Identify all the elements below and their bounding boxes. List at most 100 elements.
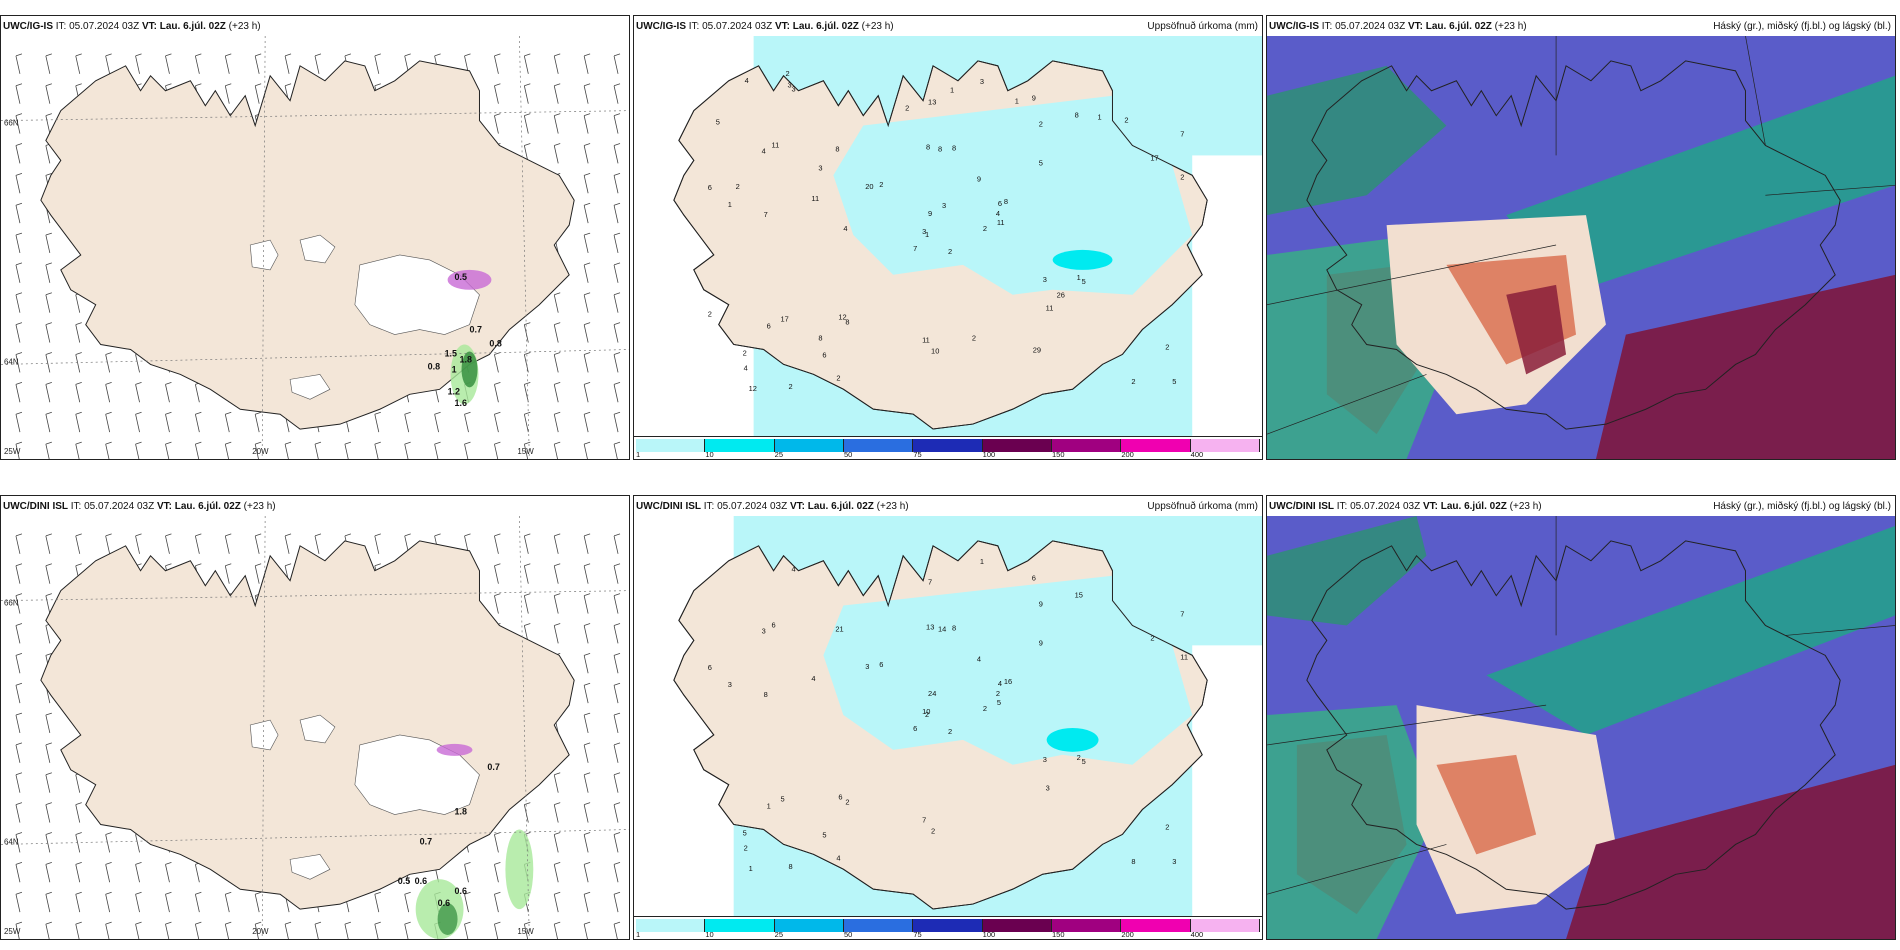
wind-barb	[75, 53, 82, 74]
wind-barb	[224, 53, 232, 74]
wind-barb	[553, 891, 561, 913]
wind-barb	[464, 411, 471, 433]
panel-header: UWC/DINI ISL IT: 05.07.2024 03Z VT: Lau.…	[1269, 499, 1891, 515]
precip-legend: 1 10 25 50 75 100 150 200 400	[634, 436, 1262, 459]
precip-amount-label: 0.7	[420, 836, 432, 846]
precip-amount-label: 1.8	[455, 807, 467, 817]
precip-amount-label: 0.8	[428, 361, 440, 371]
legend-tick-label: 150	[1052, 450, 1065, 459]
issue-time: IT: 05.07.2024 03Z	[70, 501, 155, 512]
panel-header: UWC/IG-IS IT: 05.07.2024 03Z VT: Lau. 6.…	[1269, 19, 1891, 35]
precip-amount-label: 0.6	[438, 898, 450, 908]
wind-barb	[75, 861, 82, 883]
wind-barb	[224, 441, 232, 459]
precip-over-land	[823, 575, 1193, 765]
graticule-lines	[1267, 36, 1895, 435]
precip-over-land	[833, 95, 1193, 295]
wind-barb	[15, 262, 23, 283]
map-area[interactable]: 2 4 1 2 6 8 9 8 2 2 3 5 7 7 7 5 2 8 9 17 2 4 6 8 8 5 11 13 1 3 2 3 11 9 8 8…	[634, 36, 1262, 437]
wind-barb	[165, 533, 172, 554]
wind-barb	[523, 563, 531, 584]
wind-barb	[45, 891, 52, 913]
precip-value: 2	[925, 710, 929, 719]
legend-tick-label: 1	[636, 930, 641, 939]
low-cloud-dense	[1506, 284, 1567, 375]
precip-value: 4	[745, 76, 749, 85]
precip-value: 2	[879, 180, 883, 189]
wind-barb	[15, 441, 23, 459]
coastline	[673, 60, 1208, 430]
lead-time: (+23 h)	[243, 501, 276, 512]
wind-barb	[464, 861, 471, 883]
precip-value: 7	[928, 578, 932, 587]
wind-barb	[494, 352, 501, 373]
myrdalsjokull-glacier	[289, 854, 331, 880]
wind-barb	[194, 381, 202, 403]
map-area[interactable]	[1267, 516, 1895, 939]
precip-value: 2	[905, 104, 909, 113]
wind-barb	[45, 441, 52, 459]
precip-value: 5	[781, 795, 785, 804]
wind-barb	[613, 921, 621, 939]
wind-barb	[75, 533, 82, 554]
wind-barb	[434, 441, 441, 459]
lat-66-label: 66N	[4, 119, 19, 128]
precip-amount-label: 1.5	[445, 348, 457, 358]
wind-barb	[45, 593, 52, 614]
precip-value: 4	[996, 209, 1000, 218]
issue-time: IT: 05.07.2024 03Z	[703, 501, 788, 512]
precip-value: 12	[749, 384, 757, 393]
legend-color-0	[636, 439, 706, 452]
wind-barb	[583, 712, 591, 734]
precip-value: 3	[788, 81, 792, 90]
wind-barb	[553, 411, 561, 433]
legend-tick-label: 75	[913, 450, 922, 459]
wind-barb	[45, 563, 52, 584]
precip-value: 2	[1150, 633, 1154, 642]
wind-barb	[165, 411, 172, 433]
map-area[interactable]: 66N 64N 25W 20W 15W 0.5 0.7 1.5 1.8 0.8 0.8 1 1…	[1, 36, 629, 459]
precip-amount-label: 0.8	[489, 339, 501, 349]
legend-color-1	[705, 919, 775, 932]
vatnajokull-glacier	[354, 254, 480, 335]
legend-tick-label: 100	[982, 450, 996, 459]
wind-barb	[45, 113, 52, 134]
wind-barb	[613, 533, 621, 554]
wind-barb	[15, 742, 23, 763]
wind-barb	[553, 322, 561, 343]
legend-tick-label: 25	[774, 450, 783, 459]
wind-barb	[15, 861, 23, 883]
wind-barb	[45, 802, 52, 823]
legend-color-7	[1121, 439, 1191, 452]
wind-barb	[464, 441, 471, 459]
wind-barb	[464, 891, 471, 913]
wind-barb	[15, 202, 23, 224]
legend-tick-label: 10	[705, 450, 714, 459]
map-area[interactable]: 66N 64N 25W 20W 15W 0.7 1.8 0.7 0.5 0.6 0.6 0.…	[1, 516, 629, 939]
wind-barb	[583, 593, 591, 614]
precip-value: 3	[942, 201, 946, 210]
precip-values: 2412689822357775289172468851113132311988…	[708, 69, 1185, 393]
precip-value: 2	[789, 382, 793, 391]
lon-25-label: 25W	[4, 447, 21, 456]
langjokull-glacier	[249, 239, 279, 271]
precip-value: 2	[1180, 172, 1184, 181]
valid-label: VT:	[1407, 21, 1423, 32]
wind-barb	[404, 441, 411, 459]
coastline	[673, 540, 1208, 910]
wind-barb	[613, 202, 621, 224]
map-area[interactable]: 2 3 2 5 4 2 6 8 9 2 4 3 8 7 6 9 8 13 4 5 6 2 5 14 16 5 6 7 3 3 11 10 7 24…	[634, 516, 1262, 917]
panel-header: UWC/DINI ISL IT: 05.07.2024 03Z VT: Lau.…	[3, 499, 625, 515]
wind-barb	[583, 832, 591, 853]
wind-barb	[494, 441, 501, 459]
wind-barb	[45, 262, 52, 283]
map-area[interactable]	[1267, 36, 1895, 459]
precip-value: 3	[922, 227, 926, 236]
wind-barb	[583, 742, 591, 763]
wind-barb	[553, 832, 561, 853]
precip-value: 6	[1032, 574, 1036, 583]
legend-color-2	[774, 919, 844, 932]
wind-barb	[583, 232, 591, 254]
panel-header: UWC/IG-IS IT: 05.07.2024 03Z VT: Lau. 6.…	[636, 19, 1258, 35]
wind-barb	[613, 593, 621, 614]
